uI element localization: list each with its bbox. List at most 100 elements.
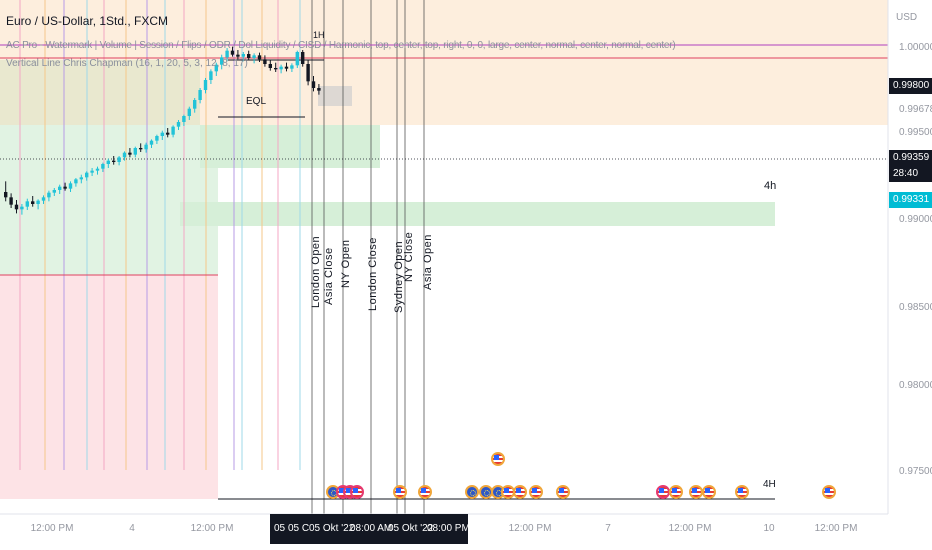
candle-body [176,122,181,127]
us-flag-icon[interactable] [735,485,749,499]
session-label-london-open: London Open [310,235,322,308]
us-flag-icon[interactable] [689,485,703,499]
candle-body [90,170,94,173]
x-tick-label: 12:00 PM [814,523,858,534]
price-badge-cyan: 0.99331 [889,192,932,208]
candle-body [193,100,197,109]
candle-body [31,201,35,205]
candle-body [241,54,245,57]
x-highlight-label: 05 [274,523,286,534]
x-highlight-label: 08:00 PM [427,523,470,534]
candle-body [68,183,73,189]
indicator-label-ac-pro[interactable]: AC Pro - Watermark | Volume | Session / … [6,40,676,51]
candle-body [155,136,159,141]
price-badge-countdown: 28:40 [889,166,932,182]
candle-body [128,152,132,155]
us-flag-icon[interactable] [822,485,836,499]
x-highlight-label: 05 Okt '22 [388,523,434,534]
x-highlight-label: 05 Okt '22 [309,523,355,534]
candle-body [160,132,164,137]
candle-body [279,66,283,70]
candle-body [171,126,175,135]
us-flag-icon[interactable] [350,485,364,499]
candle-body [36,200,40,205]
candle-body [257,55,262,60]
candle-body [306,64,310,82]
candle-body [209,71,213,81]
candle-body [225,50,229,58]
time-axis-highlight-box [270,514,468,544]
candle-body [20,206,24,210]
candle-body [95,168,100,171]
candle-body [25,201,29,207]
candle-body [263,59,267,65]
candle-body [41,197,46,201]
indicator-label-vertical-line[interactable]: Vertical Line Chris Chapman (16, 1, 20, … [6,58,248,69]
tf-4h-label-top: 4h [764,180,777,192]
x-highlight-label: 05 C [288,523,310,534]
x-tick-label: 10 [763,523,775,534]
candle-body [63,186,67,189]
us-flag-icon[interactable] [418,485,432,499]
session-label-london-close: London Close [367,237,379,311]
y-tick-label: 1.00000 [899,42,932,53]
fvg-zone-upper [200,125,380,168]
session-label-ny-open: NY Open [340,239,352,288]
us-flag-icon[interactable] [513,485,527,499]
us-flag-icon[interactable] [702,485,716,499]
candle-body [252,55,256,59]
candle-body [290,65,294,69]
price-badge-current: 0.99359 [889,150,932,166]
price-badge-top: 0.99800 [889,78,932,94]
zones-layer [0,0,888,499]
fvg-zone-lower [180,202,775,226]
eu-flag-icon[interactable] [465,485,479,499]
session-label-ny-close: NY Close [403,231,415,282]
y-tick-label: 0.99678 [899,104,932,115]
candle-body [187,108,191,117]
eql-label: EQL [246,96,267,107]
candle-body [317,88,321,91]
gray-box [318,86,352,106]
candle-body [112,160,116,163]
us-flag-icon[interactable] [491,452,505,466]
x-highlight-label: 08:00 AM [350,523,393,534]
green-zone [0,125,218,275]
horizontal-lines-layer [0,44,888,500]
candle-body [284,66,289,69]
us-flag-icon[interactable] [656,485,670,499]
candle-body [311,81,316,89]
candle-body [133,148,137,155]
candle-body [4,192,8,198]
tf-4h-label-bottom: 4H [763,479,776,490]
candle-body [117,157,121,163]
candle-body [47,192,51,198]
candle-body [295,52,299,66]
us-flag-icon[interactable] [669,485,683,499]
x-tick-label: 12:00 PM [668,523,712,534]
us-flag-icon[interactable] [529,485,543,499]
y-tick-label: 0.99000 [899,214,932,225]
us-flag-icon[interactable] [556,485,570,499]
x-tick-label: 7 [605,523,611,534]
candle-body [268,64,272,69]
candle-body [85,172,89,178]
candle-body [106,160,110,165]
y-tick-label: 0.98000 [899,380,932,391]
candles-layer [4,46,321,215]
candle-body [58,186,62,191]
y-tick-label: 0.99500 [899,127,932,138]
candle-body [274,68,278,70]
candle-body [247,54,251,59]
vertical-lines-layer [19,0,425,514]
us-flag-icon[interactable] [393,485,407,499]
session-label-asia-close: Asia Close [323,247,335,305]
candle-body [74,179,78,184]
x-tick-label: 12:00 PM [30,523,74,534]
currency-label[interactable]: USD [896,12,918,23]
candle-body [144,144,148,150]
candle-body [101,164,105,169]
session-label-asia-open: Asia Open [422,234,434,290]
candle-body [214,64,218,72]
